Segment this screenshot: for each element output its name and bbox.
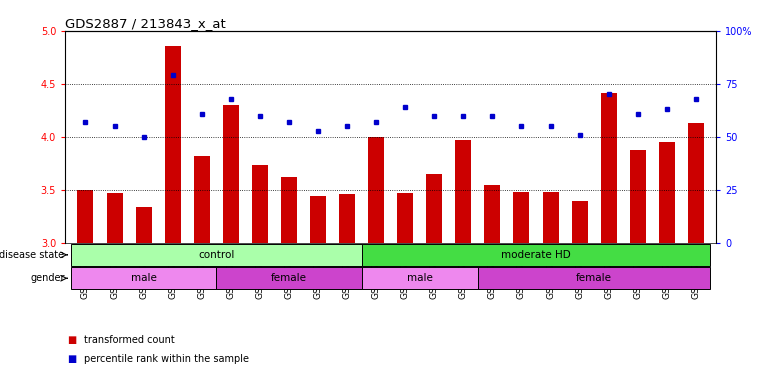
Bar bbox=[542, 192, 558, 243]
Text: male: male bbox=[407, 273, 433, 283]
Bar bbox=[223, 105, 239, 243]
Text: GDS2887 / 213843_x_at: GDS2887 / 213843_x_at bbox=[65, 17, 226, 30]
Bar bbox=[455, 140, 471, 243]
Bar bbox=[571, 201, 588, 243]
Bar bbox=[688, 123, 704, 243]
Bar bbox=[362, 267, 478, 290]
Bar bbox=[368, 137, 384, 243]
Text: moderate HD: moderate HD bbox=[501, 250, 571, 260]
Bar bbox=[601, 93, 617, 243]
Bar bbox=[398, 193, 413, 243]
Bar bbox=[310, 197, 326, 243]
Text: transformed count: transformed count bbox=[84, 335, 175, 345]
Bar bbox=[165, 46, 181, 243]
Bar bbox=[484, 185, 500, 243]
Bar bbox=[281, 177, 297, 243]
Bar bbox=[106, 193, 123, 243]
Bar bbox=[478, 267, 710, 290]
Text: gender: gender bbox=[30, 273, 64, 283]
Bar bbox=[630, 150, 646, 243]
Bar bbox=[339, 194, 355, 243]
Bar bbox=[216, 267, 362, 290]
Text: disease state: disease state bbox=[0, 250, 64, 260]
Text: female: female bbox=[576, 273, 612, 283]
Bar bbox=[71, 267, 216, 290]
Text: male: male bbox=[131, 273, 156, 283]
Text: female: female bbox=[271, 273, 307, 283]
Bar bbox=[362, 243, 710, 266]
Bar bbox=[659, 142, 675, 243]
Text: percentile rank within the sample: percentile rank within the sample bbox=[84, 354, 249, 364]
Bar bbox=[136, 207, 152, 243]
Bar bbox=[194, 156, 210, 243]
Bar bbox=[426, 174, 442, 243]
Text: ■: ■ bbox=[67, 335, 77, 345]
Bar bbox=[71, 243, 362, 266]
Text: ■: ■ bbox=[67, 354, 77, 364]
Bar bbox=[252, 165, 268, 243]
Bar bbox=[77, 190, 93, 243]
Text: control: control bbox=[198, 250, 234, 260]
Bar bbox=[513, 192, 529, 243]
